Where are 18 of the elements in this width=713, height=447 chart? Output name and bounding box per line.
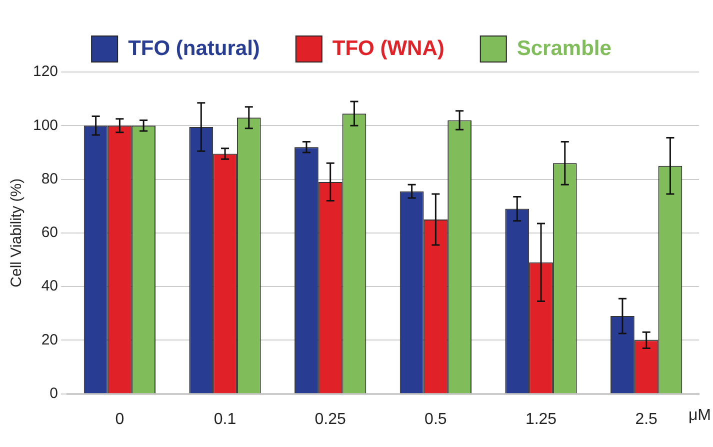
y-tick-label: 0 xyxy=(50,384,58,402)
x-axis-title: μM xyxy=(688,407,711,424)
x-tick-label: 0.5 xyxy=(424,410,447,428)
legend-label: Scramble xyxy=(516,36,612,60)
y-tick-label: 120 xyxy=(32,63,58,80)
y-tick-label: 40 xyxy=(41,278,58,295)
y-tick-label: 60 xyxy=(41,224,58,242)
y-tick-label: 80 xyxy=(41,170,58,188)
y-tick-label: 20 xyxy=(41,331,58,348)
x-tick-label: 2.5 xyxy=(635,410,658,428)
x-tick-label: 1.25 xyxy=(525,410,557,428)
y-tick-label: 100 xyxy=(32,116,58,134)
legend-label: TFO (WNA) xyxy=(332,36,444,60)
x-tick-label: 0.1 xyxy=(214,410,236,428)
x-tick-label: 0.25 xyxy=(314,410,346,428)
y-axis-title: Cell Viability (%) xyxy=(8,178,26,288)
legend-label: TFO (natural) xyxy=(128,36,260,60)
x-tick-label: 0 xyxy=(115,410,124,428)
